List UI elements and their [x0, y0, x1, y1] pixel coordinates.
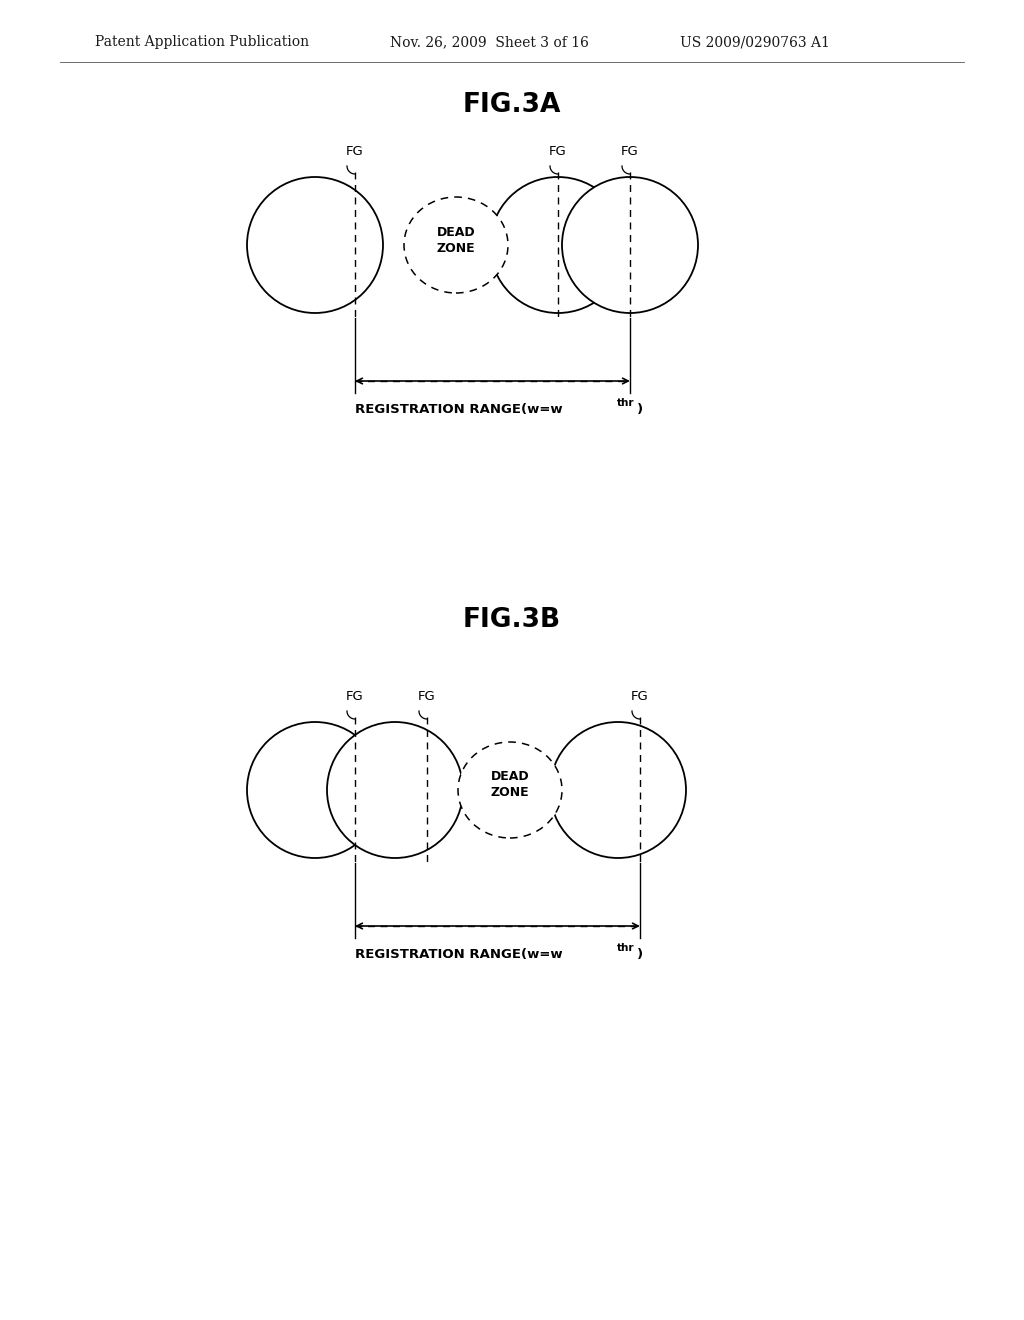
- Ellipse shape: [458, 742, 562, 838]
- Text: Nov. 26, 2009  Sheet 3 of 16: Nov. 26, 2009 Sheet 3 of 16: [390, 36, 589, 49]
- Text: DEAD
ZONE: DEAD ZONE: [490, 771, 529, 800]
- Text: US 2009/0290763 A1: US 2009/0290763 A1: [680, 36, 829, 49]
- Text: ): ): [637, 948, 643, 961]
- Text: REGISTRATION RANGE(w=w: REGISTRATION RANGE(w=w: [355, 948, 562, 961]
- Text: thr: thr: [617, 942, 635, 953]
- Ellipse shape: [550, 722, 686, 858]
- Ellipse shape: [327, 722, 463, 858]
- Ellipse shape: [247, 177, 383, 313]
- Text: FG: FG: [549, 145, 567, 158]
- Ellipse shape: [490, 177, 626, 313]
- Text: Patent Application Publication: Patent Application Publication: [95, 36, 309, 49]
- Text: FG: FG: [622, 145, 639, 158]
- Text: FG: FG: [418, 690, 436, 704]
- Text: thr: thr: [617, 399, 635, 408]
- Text: DEAD
ZONE: DEAD ZONE: [436, 226, 475, 255]
- Text: FG: FG: [346, 145, 364, 158]
- Text: FIG.3A: FIG.3A: [463, 92, 561, 117]
- Text: ): ): [637, 403, 643, 416]
- Ellipse shape: [247, 722, 383, 858]
- Text: FG: FG: [346, 690, 364, 704]
- Text: FIG.3B: FIG.3B: [463, 607, 561, 634]
- Ellipse shape: [404, 197, 508, 293]
- Ellipse shape: [562, 177, 698, 313]
- Text: FG: FG: [631, 690, 649, 704]
- Text: REGISTRATION RANGE(w=w: REGISTRATION RANGE(w=w: [355, 403, 562, 416]
